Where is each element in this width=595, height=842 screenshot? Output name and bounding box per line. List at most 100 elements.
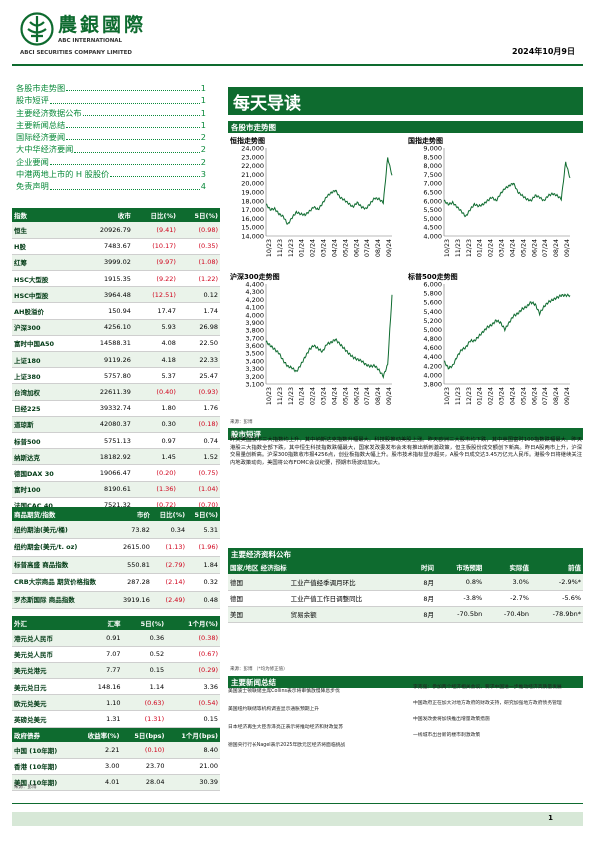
table-cell: 19066.47 — [79, 464, 133, 482]
table-cell: (0.20) — [132, 464, 178, 482]
table-cell: 39332.74 — [79, 400, 133, 417]
news-item: 日本经济再生大臣赤泽亮正表示将推动经济和财政复苏 — [228, 725, 344, 730]
table-row: 恒生 20926.79 (9.41) (0.98) — [12, 222, 220, 239]
y-tick-label: 20,000 — [241, 180, 264, 188]
toc-item[interactable]: 国际经济要闻 2 — [16, 131, 206, 143]
news-item: 美国纽约联储等机构调查显示通胀预期上升 — [228, 707, 320, 712]
table-row: 沪深300 4256.10 5.93 26.98 — [12, 319, 220, 336]
toc-item[interactable]: 股市短评 1 — [16, 94, 206, 106]
table-cell: 德国 — [228, 574, 289, 591]
company-logo: 農銀國際 ABC INTERNATIONAL ABCI SECURITIES C… — [20, 12, 220, 62]
toc-page-number: 3 — [200, 169, 206, 180]
company-name-cn: 農銀國際 — [58, 14, 147, 36]
table-cell: (12.51) — [132, 286, 178, 304]
table-of-contents: 各股市走势图 1 股市短评 1 主要经济数据公布 1 主要新闻总结 1 国际经济要闻 2 大中华经济… — [16, 82, 206, 193]
toc-page-number: 2 — [200, 132, 206, 143]
y-tick-label: 24,000 — [241, 145, 264, 153]
toc-page-number: 2 — [200, 144, 206, 155]
y-tick-label: 4,000 — [245, 311, 264, 319]
toc-item[interactable]: 大中华经济要闻 2 — [16, 143, 206, 155]
table-cell: 5.37 — [132, 367, 178, 385]
table-row: 德国 工业产值工作日调整同比 8月 -3.8% -2.7% -5.6% — [228, 590, 583, 607]
x-tick-label: 04/24 — [509, 239, 516, 257]
table-cell: 纽约期金(美元/t. oz) — [12, 538, 115, 557]
table-cell: 恒生 — [12, 222, 80, 239]
table-cell: 0.15 — [166, 710, 220, 728]
table-cell: (0.93) — [177, 383, 220, 401]
table-cell: 150.94 — [79, 302, 133, 320]
table-cell: 5757.80 — [79, 367, 133, 385]
table-cell: (0.10) — [121, 742, 167, 759]
table-cell: 0.8% — [435, 574, 485, 591]
table-cell: 罗杰斯国际 商品指数 — [12, 591, 115, 609]
toc-item[interactable]: 主要经济数据公布 1 — [16, 107, 206, 119]
col-header: 实际值 — [484, 560, 531, 574]
toc-page-number: 2 — [200, 156, 206, 167]
toc-item-label: 主要新闻总结 — [16, 119, 66, 130]
news-item: 德国央行行长Nagel表示2025年欧元区经济将面临挑战 — [228, 743, 346, 748]
table-cell: 7.77 — [80, 662, 123, 680]
x-tick-label: 07/24 — [364, 239, 371, 257]
table-cell: 1.80 — [132, 400, 178, 417]
table-cell: 22611.39 — [79, 383, 133, 401]
toc-item[interactable]: 主要新闻总结 1 — [16, 119, 206, 131]
table-cell: (1.22) — [177, 270, 220, 288]
table-cell: 4.08 — [132, 335, 178, 353]
col-header: 外汇 — [12, 616, 81, 630]
table-cell: 17.47 — [132, 302, 178, 320]
x-tick-label: 03/24 — [321, 387, 328, 405]
col-header — [288, 560, 409, 574]
toc-item[interactable]: 各股市走势图 1 — [16, 82, 206, 94]
y-tick-label: 5,000 — [423, 215, 442, 223]
commentary-title: 股市短评 — [228, 428, 583, 440]
x-tick-label: 10/23 — [266, 387, 273, 405]
table-cell: 42080.37 — [79, 416, 133, 433]
y-tick-label: 6,000 — [423, 281, 442, 289]
x-tick-label: 05/24 — [520, 239, 527, 257]
table-cell: 欧元兑美元 — [12, 694, 81, 712]
y-tick-label: 6,000 — [423, 197, 442, 205]
commodities-table: 商品期货/指数 市价 日比(%) 5日(%) 纽约期油(美元/桶) 73.82 0.34 5.… — [12, 507, 220, 609]
series-line — [443, 293, 571, 370]
x-tick-label: 08/24 — [375, 239, 382, 257]
x-tick-label: 06/24 — [353, 387, 360, 405]
econ-data-title: 主要经济资料公布 — [228, 548, 583, 560]
table-row: 标普500 5751.13 0.97 0.74 — [12, 432, 220, 450]
table-cell: 20926.79 — [79, 222, 133, 239]
table-cell: 9119.26 — [79, 351, 133, 369]
col-header: 指数 — [12, 208, 80, 222]
x-tick-label: 09/24 — [564, 239, 571, 257]
table-cell: HSC大型股 — [12, 270, 80, 288]
x-tick-label: 10/23 — [444, 387, 451, 405]
table-cell: 标普500 — [12, 432, 80, 450]
table-cell: 4.01 — [74, 774, 122, 792]
table-cell: 工业产值工作日调整同比 — [288, 590, 409, 607]
col-header: 5日(%) — [177, 208, 220, 222]
table-cell: H股 — [12, 238, 80, 255]
toc-item[interactable]: 企业要闻 2 — [16, 156, 206, 168]
table-cell: (9.41) — [132, 222, 178, 239]
y-tick-label: 4,000 — [423, 233, 442, 241]
table-cell: (0.54) — [166, 694, 220, 712]
toc-item[interactable]: 中港两地上市的 H 股股价 3 — [16, 168, 206, 180]
toc-item[interactable]: 免责声明 4 — [16, 180, 206, 192]
x-tick-label: 09/24 — [564, 387, 571, 405]
page-number: 1 — [548, 814, 553, 822]
table-cell: (2.14) — [151, 573, 188, 592]
y-tick-label: 4,400 — [245, 281, 264, 289]
col-header: 收益率(%) — [74, 728, 122, 742]
table-cell: 4256.10 — [79, 319, 133, 336]
hsi-chart: 24,00023,00022,00021,00020,00019,00018,0… — [241, 145, 393, 258]
y-tick-label: 4,400 — [423, 353, 442, 361]
toc-item-label: 企业要闻 — [16, 156, 49, 167]
x-tick-label: 12/23 — [288, 239, 295, 257]
col-header: 市场预期 — [435, 560, 485, 574]
table-cell: (9.97) — [132, 254, 178, 272]
table-row: 德国DAX 30 19066.47 (0.20) (0.75) — [12, 464, 220, 482]
table-cell: 2615.00 — [114, 538, 152, 557]
table-cell: 1.76 — [177, 400, 220, 417]
x-tick-label: 02/24 — [310, 239, 317, 257]
col-header: 5日(%) — [187, 507, 220, 521]
table-cell: 3.36 — [166, 678, 220, 696]
col-header: 收市 — [79, 208, 133, 222]
